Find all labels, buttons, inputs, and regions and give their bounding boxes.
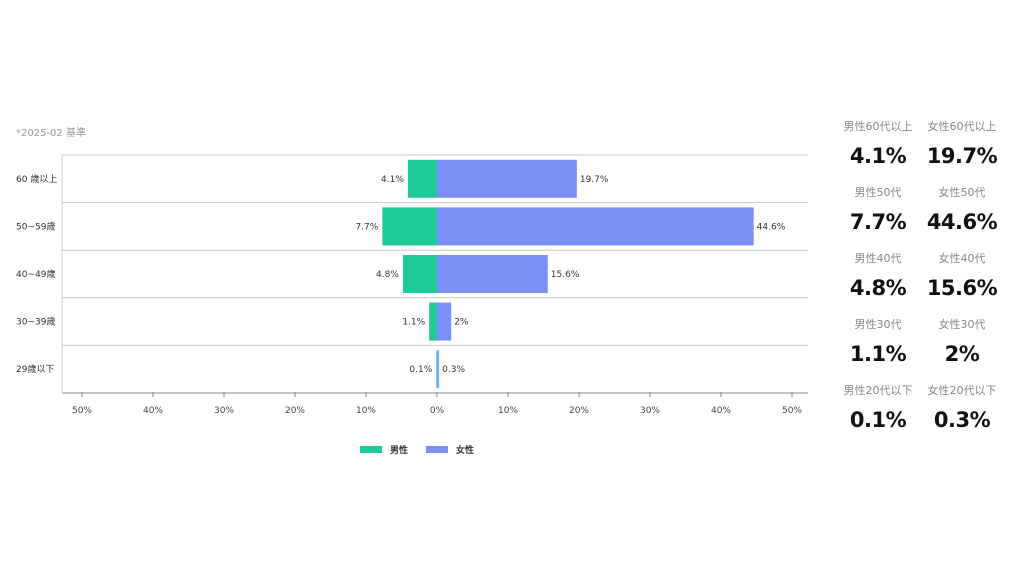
chart-legend: 男性 女性 — [360, 443, 474, 456]
stat-label: 女性30代 — [938, 318, 986, 331]
stat-value: 1.1% — [849, 342, 907, 366]
stat-label: 女性60代以上 — [927, 120, 997, 133]
bar-male — [382, 207, 437, 246]
x-tick-label: 40% — [143, 406, 163, 416]
x-tick-label: 20% — [569, 406, 589, 416]
legend-label-female: 女性 — [456, 446, 475, 456]
stat-female-40s: 女性40代 15.6% — [922, 250, 1002, 316]
stat-row: 男性20代以下 0.1% 女性20代以下 0.3% — [838, 382, 1018, 448]
bar-male — [402, 255, 437, 293]
stat-value: 7.7% — [849, 210, 907, 234]
stat-male-60plus: 男性60代以上 4.1% — [838, 118, 918, 184]
x-tick-label: 20% — [285, 406, 305, 416]
stat-male-20s-under: 男性20代以下 0.1% — [838, 382, 918, 448]
reference-date-note: *2025-02 基準 — [16, 128, 86, 139]
stat-value: 4.8% — [849, 276, 907, 300]
stat-female-20s-under: 女性20代以下 0.3% — [922, 382, 1002, 448]
stat-male-40s: 男性40代 4.8% — [838, 250, 918, 316]
stat-female-30s: 女性30代 2% — [922, 316, 1002, 382]
stat-label: 男性20代以下 — [843, 384, 913, 397]
bar-female — [437, 302, 452, 341]
stat-row: 男性40代 4.8% 女性40代 15.6% — [838, 250, 1018, 316]
stat-label: 女性50代 — [938, 186, 986, 199]
bar-female — [437, 255, 548, 293]
stat-female-60plus: 女性60代以上 19.7% — [922, 118, 1002, 184]
x-tick-label: 10% — [498, 406, 518, 416]
stat-male-50s: 男性50代 7.7% — [838, 184, 918, 250]
stat-value: 15.6% — [926, 276, 998, 300]
bar-label-female: 2% — [454, 318, 469, 328]
category-label: 29歳以下 — [16, 363, 54, 375]
x-tick-label: 0% — [430, 406, 445, 416]
legend-swatch-female — [426, 446, 449, 453]
bar-label-female: 0.3% — [442, 365, 465, 375]
stat-male-30s: 男性30代 1.1% — [838, 316, 918, 382]
bar-label-female: 15.6% — [551, 270, 580, 280]
x-tick-label: 50% — [782, 406, 802, 416]
stat-row: 男性60代以上 4.1% 女性60代以上 19.7% — [838, 118, 1018, 184]
x-tick-label: 40% — [711, 406, 731, 416]
bar-label-male: 4.8% — [376, 270, 399, 280]
stat-label: 女性20代以下 — [927, 384, 997, 397]
bar-label-male: 4.1% — [381, 175, 404, 185]
bar-label-female: 44.6% — [757, 222, 786, 232]
bar-female — [437, 159, 577, 198]
category-label: 50~59歳 — [16, 220, 55, 232]
bar-female — [437, 350, 440, 389]
stat-value: 0.3% — [933, 408, 991, 432]
x-tick-label: 10% — [356, 406, 376, 416]
x-tick-label: 30% — [214, 406, 234, 416]
stat-value: 0.1% — [849, 408, 907, 432]
stat-female-50s: 女性50代 44.6% — [922, 184, 1002, 250]
stat-value: 2% — [944, 342, 980, 366]
stat-label: 女性40代 — [938, 252, 986, 265]
legend-label-male: 男性 — [390, 446, 409, 456]
bar-male — [429, 302, 437, 341]
legend-swatch-male — [360, 446, 382, 453]
stat-row: 男性50代 7.7% 女性50代 44.6% — [838, 184, 1018, 250]
bar-label-male: 1.1% — [402, 318, 425, 328]
bar-label-male: 0.1% — [409, 365, 432, 375]
population-pyramid-chart: 60 歳以上 4.1% 19.7% 50~59歳 7.7% 44.6% 40~49歳 4.8%… — [16, 154, 808, 416]
bar-label-female: 19.7% — [580, 175, 609, 185]
stat-label: 男性50代 — [854, 186, 902, 199]
bar-female — [437, 207, 754, 246]
category-label: 60 歳以上 — [16, 173, 57, 185]
stat-value: 44.6% — [926, 210, 998, 234]
x-tick-label: 50% — [72, 406, 92, 416]
bar-male — [436, 350, 437, 389]
stats-panel: 男性60代以上 4.1% 女性60代以上 19.7% 男性50代 7.7% 女性… — [838, 118, 1018, 448]
stat-value: 4.1% — [849, 144, 907, 168]
legend-item-female[interactable]: 女性 — [426, 443, 474, 456]
stat-label: 男性60代以上 — [843, 120, 913, 133]
category-label: 30~39歳 — [16, 316, 55, 328]
bar-male — [407, 159, 437, 198]
bar-label-male: 7.7% — [355, 222, 378, 232]
stat-value: 19.7% — [926, 144, 998, 168]
stat-label: 男性40代 — [854, 252, 902, 265]
stat-label: 男性30代 — [854, 318, 902, 331]
legend-item-male[interactable]: 男性 — [360, 443, 408, 456]
category-label: 40~49歳 — [16, 268, 55, 280]
stat-row: 男性30代 1.1% 女性30代 2% — [838, 316, 1018, 382]
x-tick-label: 30% — [640, 406, 660, 416]
